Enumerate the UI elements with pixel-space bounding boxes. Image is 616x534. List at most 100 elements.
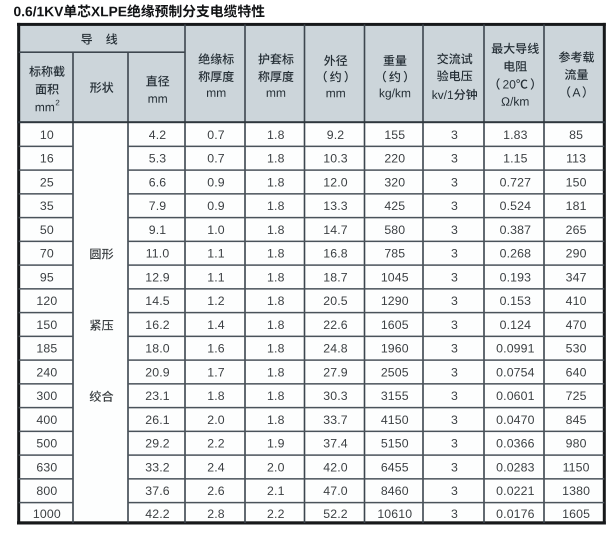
svg-text:630: 630: [36, 461, 57, 475]
svg-text:3: 3: [451, 247, 458, 261]
svg-text:980: 980: [566, 437, 587, 451]
svg-text:1.15: 1.15: [503, 152, 528, 166]
svg-text:3: 3: [451, 152, 458, 166]
svg-text:3: 3: [451, 223, 458, 237]
svg-text:220: 220: [384, 152, 405, 166]
svg-text:150: 150: [36, 318, 57, 332]
svg-text:3: 3: [451, 507, 458, 521]
svg-text:1.8: 1.8: [267, 128, 285, 142]
svg-text:2.2: 2.2: [207, 437, 225, 451]
svg-text:35: 35: [40, 199, 54, 213]
svg-text:320: 320: [384, 176, 405, 190]
svg-text:12.9: 12.9: [145, 271, 170, 285]
svg-text:300: 300: [36, 389, 57, 403]
svg-text:113: 113: [566, 152, 586, 166]
svg-text:0.9: 0.9: [207, 199, 225, 213]
svg-text:9.2: 9.2: [327, 128, 345, 142]
svg-text:347: 347: [566, 271, 587, 285]
svg-text:4.2: 4.2: [149, 128, 167, 142]
svg-text:8460: 8460: [381, 484, 409, 498]
svg-text:1.8: 1.8: [267, 366, 285, 380]
svg-text:42.2: 42.2: [145, 507, 170, 521]
svg-text:37.6: 37.6: [145, 484, 170, 498]
svg-text:1.8: 1.8: [267, 271, 285, 285]
svg-text:3: 3: [451, 389, 458, 403]
svg-text:155: 155: [384, 128, 405, 142]
svg-text:0.0601: 0.0601: [496, 389, 535, 403]
svg-text:1.8: 1.8: [267, 294, 285, 308]
svg-text:20.9: 20.9: [145, 366, 170, 380]
svg-text:6.6: 6.6: [149, 176, 167, 190]
svg-text:120: 120: [36, 294, 57, 308]
svg-text:1.6: 1.6: [207, 342, 225, 356]
svg-text:3: 3: [451, 199, 458, 213]
svg-text:2.4: 2.4: [207, 461, 225, 475]
svg-text:30.3: 30.3: [323, 389, 348, 403]
svg-text:5.3: 5.3: [149, 152, 167, 166]
svg-text:2.8: 2.8: [207, 507, 225, 521]
svg-text:3: 3: [451, 271, 458, 285]
svg-text:26.1: 26.1: [145, 413, 170, 427]
svg-text:33.2: 33.2: [145, 461, 170, 475]
svg-text:1.8: 1.8: [267, 199, 285, 213]
svg-text:1605: 1605: [562, 507, 590, 521]
svg-text:3: 3: [451, 437, 458, 451]
svg-text:37.4: 37.4: [323, 437, 348, 451]
svg-text:3: 3: [451, 128, 458, 142]
svg-text:0.268: 0.268: [500, 247, 532, 261]
svg-text:725: 725: [566, 389, 587, 403]
svg-text:470: 470: [566, 318, 587, 332]
svg-text:42.0: 42.0: [323, 461, 348, 475]
svg-text:3155: 3155: [381, 389, 409, 403]
svg-text:1.1: 1.1: [207, 271, 225, 285]
svg-text:0.727: 0.727: [500, 176, 532, 190]
svg-text:1045: 1045: [381, 271, 409, 285]
svg-text:0.0754: 0.0754: [496, 366, 535, 380]
svg-text:27.9: 27.9: [323, 366, 348, 380]
svg-text:0.7: 0.7: [207, 128, 225, 142]
svg-text:1.1: 1.1: [207, 247, 225, 261]
svg-text:150: 150: [566, 176, 587, 190]
svg-text:400: 400: [36, 413, 57, 427]
svg-text:10.3: 10.3: [323, 152, 348, 166]
svg-text:3: 3: [451, 366, 458, 380]
svg-text:0.387: 0.387: [500, 223, 532, 237]
svg-text:0.0991: 0.0991: [496, 342, 535, 356]
svg-text:24.8: 24.8: [323, 342, 348, 356]
svg-text:1380: 1380: [562, 484, 590, 498]
svg-text:10: 10: [40, 128, 54, 142]
svg-text:845: 845: [566, 413, 587, 427]
svg-text:3: 3: [451, 461, 458, 475]
svg-text:1.4: 1.4: [207, 318, 225, 332]
svg-text:50: 50: [40, 223, 54, 237]
svg-text:1.8: 1.8: [267, 223, 285, 237]
svg-text:7.9: 7.9: [149, 199, 167, 213]
svg-text:1000: 1000: [33, 507, 61, 521]
svg-text:1.8: 1.8: [267, 247, 285, 261]
svg-text:18.7: 18.7: [323, 271, 348, 285]
svg-text:18.0: 18.0: [145, 342, 170, 356]
svg-text:13.3: 13.3: [323, 199, 348, 213]
svg-text:2.6: 2.6: [207, 484, 225, 498]
svg-text:0.524: 0.524: [500, 199, 532, 213]
svg-text:1290: 1290: [381, 294, 409, 308]
svg-text:1.8: 1.8: [267, 176, 285, 190]
svg-text:3: 3: [451, 294, 458, 308]
svg-text:2.1: 2.1: [267, 484, 285, 498]
svg-text:22.6: 22.6: [323, 318, 348, 332]
svg-text:29.2: 29.2: [145, 437, 170, 451]
svg-text:2.0: 2.0: [267, 461, 285, 475]
svg-text:1.8: 1.8: [267, 389, 285, 403]
svg-text:640: 640: [566, 366, 587, 380]
svg-text:0.9: 0.9: [207, 176, 225, 190]
svg-text:1960: 1960: [381, 342, 409, 356]
svg-text:16: 16: [40, 152, 54, 166]
svg-text:25: 25: [40, 176, 54, 190]
svg-text:1.83: 1.83: [503, 128, 528, 142]
svg-text:5150: 5150: [381, 437, 409, 451]
svg-text:47.0: 47.0: [323, 484, 348, 498]
svg-text:3: 3: [451, 318, 458, 332]
svg-text:0.0366: 0.0366: [496, 437, 535, 451]
svg-text:530: 530: [566, 342, 587, 356]
svg-text:0.124: 0.124: [500, 318, 532, 332]
